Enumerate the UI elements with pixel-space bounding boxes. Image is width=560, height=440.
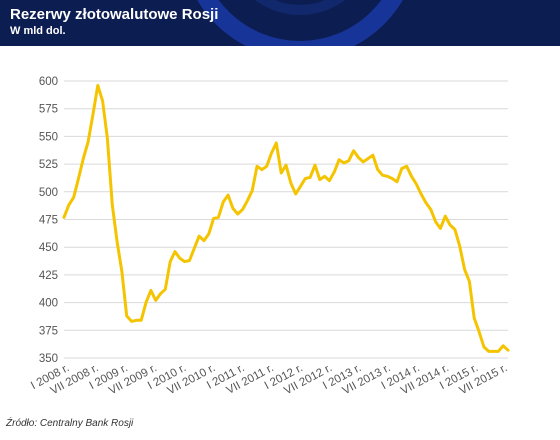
- y-tick-label: 550: [39, 131, 58, 143]
- series-line: [62, 83, 510, 353]
- y-tick-label: 500: [39, 187, 58, 199]
- source-note: Źródło: Centralny Bank Rosji: [6, 418, 134, 429]
- chart-subtitle: W mld dol.: [10, 25, 66, 37]
- y-tick-label: 475: [39, 215, 58, 227]
- y-tick-label: 350: [39, 353, 58, 365]
- y-tick-label: 450: [39, 242, 58, 254]
- y-tick-label: 425: [39, 270, 58, 282]
- y-tick-label: 575: [39, 104, 58, 116]
- chart-header: Rezerwy złotowalutowe Rosji W mld dol.: [0, 0, 560, 46]
- y-tick-label: 600: [39, 76, 58, 88]
- chart-title: Rezerwy złotowalutowe Rosji: [10, 6, 219, 23]
- y-tick-label: 375: [39, 325, 58, 337]
- y-tick-label: 400: [39, 298, 58, 310]
- y-tick-label: 525: [39, 159, 58, 171]
- decorative-circle-icon: [197, 0, 403, 46]
